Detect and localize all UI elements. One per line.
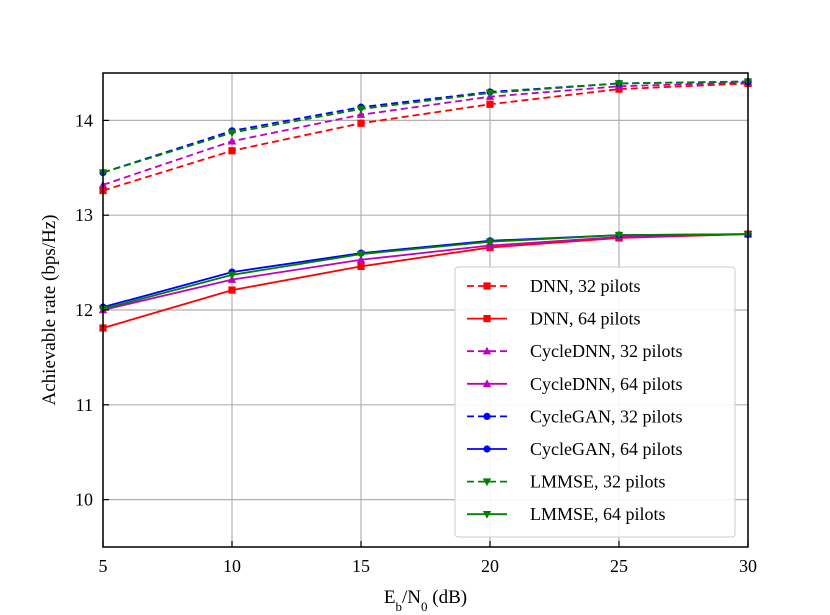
legend-marker	[482, 379, 492, 387]
data-point	[227, 271, 237, 280]
legend-item: DNN, 32 pilots	[467, 276, 641, 296]
data-point	[227, 129, 237, 138]
series-3	[98, 77, 753, 189]
x-axis-label: Eb/N0 (dB)	[384, 587, 467, 614]
x-tick-label: 30	[739, 556, 757, 576]
x-tick-label: 10	[223, 556, 241, 576]
legend-item: CycleGAN, 64 pilots	[467, 439, 683, 459]
legend-item: DNN, 64 pilots	[467, 309, 641, 329]
y-tick-label: 14	[75, 110, 93, 130]
data-point	[228, 286, 236, 294]
legend-marker	[482, 478, 492, 487]
data-point	[356, 255, 366, 263]
legend-item: LMMSE, 64 pilots	[467, 504, 666, 524]
legend-label: LMMSE, 64 pilots	[530, 504, 666, 524]
y-axis-label: Achievable rate (bps/Hz)	[39, 215, 60, 406]
x-tick-label: 25	[610, 556, 628, 576]
legend-label: DNN, 32 pilots	[530, 276, 641, 296]
legend-box	[454, 266, 736, 538]
legend-label: CycleDNN, 32 pilots	[530, 341, 683, 361]
axis-ticks: 5 10 15 20 25 30 10 11 12 13 14	[75, 110, 757, 576]
y-tick-label: 12	[75, 300, 93, 320]
data-point	[486, 100, 494, 108]
legend-item: CycleDNN, 32 pilots	[467, 341, 683, 361]
legend-label: CycleDNN, 64 pilots	[530, 374, 683, 394]
data-point	[228, 147, 236, 155]
x-axis-label-sub-0: 0	[421, 599, 428, 614]
y-tick-label: 10	[75, 490, 93, 510]
y-tick-label: 13	[75, 205, 93, 225]
data-point	[357, 119, 365, 127]
series-7	[98, 78, 753, 178]
data-point	[356, 250, 366, 259]
data-point	[614, 231, 624, 240]
series-line	[102, 81, 749, 186]
legend-label: DNN, 64 pilots	[530, 309, 641, 329]
legend-label: CycleGAN, 32 pilots	[530, 406, 683, 426]
x-axis-label-sub-b: b	[396, 599, 403, 614]
data-point	[356, 105, 366, 114]
series-line	[102, 80, 749, 174]
legend-item: CycleGAN, 32 pilots	[467, 406, 683, 426]
series-5	[99, 77, 752, 177]
legend-marker	[483, 412, 491, 420]
series-line	[102, 82, 749, 192]
series-line	[102, 233, 749, 310]
data-point	[357, 262, 365, 270]
legend-label: LMMSE, 32 pilots	[530, 472, 666, 492]
legend-marker	[483, 282, 491, 290]
legend-marker	[483, 445, 491, 453]
legend-marker	[482, 511, 492, 519]
data-point	[485, 238, 495, 247]
legend-item: LMMSE, 32 pilots	[467, 472, 666, 492]
series-1	[99, 79, 752, 195]
legend-marker	[482, 346, 492, 355]
data-point	[356, 110, 366, 118]
x-tick-label: 5	[99, 556, 108, 576]
legend-item: CycleDNN, 64 pilots	[467, 374, 683, 394]
series-line	[102, 80, 749, 174]
series-line	[102, 233, 749, 311]
x-tick-label: 20	[481, 556, 499, 576]
data-point	[614, 80, 624, 88]
y-tick-label: 11	[76, 395, 93, 415]
data-point	[485, 89, 495, 98]
legend-marker	[483, 315, 491, 323]
legend: DNN, 32 pilots DNN, 64 pilots CycleDNN, 32…	[454, 266, 736, 538]
data-point	[227, 136, 237, 145]
x-tick-label: 15	[352, 556, 370, 576]
legend-label: CycleGAN, 64 pilots	[530, 439, 683, 459]
